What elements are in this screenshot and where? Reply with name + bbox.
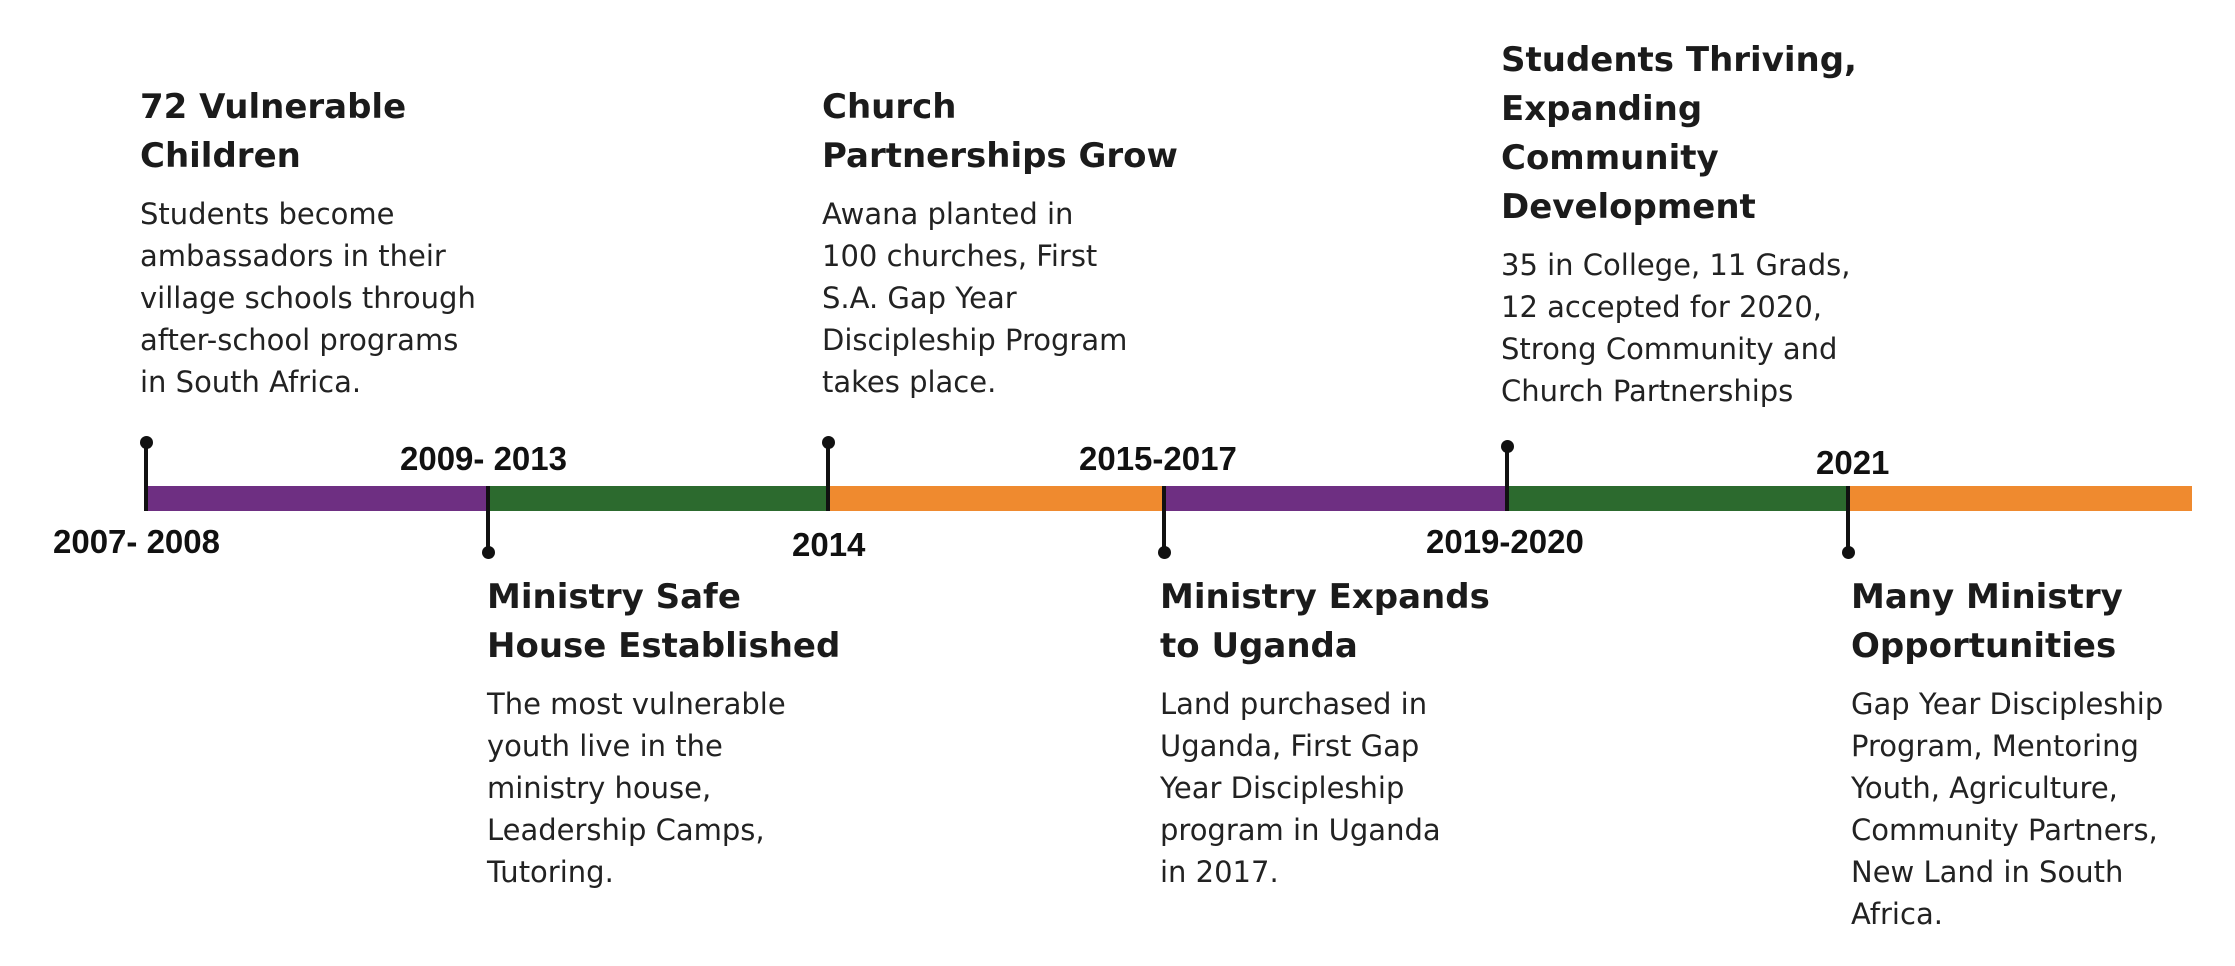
marker-dot-2015 bbox=[1158, 546, 1171, 559]
marker-line-2019 bbox=[1505, 446, 1509, 511]
event-2015: Ministry Expands to Uganda Land purchase… bbox=[1160, 573, 1490, 893]
event-title: Church Partnerships Grow bbox=[822, 87, 1178, 176]
event-title: 72 Vulnerable Children bbox=[140, 87, 407, 176]
event-description: Students become ambassadors in their vil… bbox=[140, 197, 476, 399]
year-label-2009: 2009- 2013 bbox=[400, 440, 567, 477]
timeline-segment-2019 bbox=[1507, 486, 1849, 511]
event-2021: Many Ministry Opportunities Gap Year Dis… bbox=[1851, 573, 2163, 935]
year-label-2015: 2015-2017 bbox=[1079, 440, 1237, 477]
marker-line-2014 bbox=[826, 442, 830, 511]
marker-line-2007 bbox=[144, 442, 148, 511]
marker-line-2009 bbox=[486, 486, 490, 552]
year-label-2019: 2019-2020 bbox=[1426, 523, 1584, 560]
year-label-2014: 2014 bbox=[792, 526, 866, 563]
event-title: Many Ministry Opportunities bbox=[1851, 577, 2123, 666]
marker-dot-2014 bbox=[822, 436, 835, 449]
year-label-2007: 2007- 2008 bbox=[53, 523, 220, 560]
marker-dot-2021 bbox=[1842, 546, 1855, 559]
event-title: Ministry Expands to Uganda bbox=[1160, 577, 1490, 666]
event-description: Land purchased in Uganda, First Gap Year… bbox=[1160, 687, 1441, 889]
marker-line-2015 bbox=[1162, 486, 1166, 552]
marker-dot-2007 bbox=[140, 436, 153, 449]
marker-dot-2019 bbox=[1501, 440, 1514, 453]
timeline-segment-2014 bbox=[828, 486, 1164, 511]
marker-line-2021 bbox=[1846, 486, 1850, 552]
event-2019: Students Thriving, Expanding Community D… bbox=[1501, 36, 1857, 412]
event-title: Ministry Safe House Established bbox=[487, 577, 841, 666]
event-2014: Church Partnerships Grow Awana planted i… bbox=[822, 83, 1178, 403]
marker-dot-2009 bbox=[482, 546, 495, 559]
event-description: Awana planted in 100 churches, First S.A… bbox=[822, 197, 1128, 399]
event-2009: Ministry Safe House Established The most… bbox=[487, 573, 840, 893]
event-description: The most vulnerable youth live in the mi… bbox=[487, 687, 786, 889]
timeline-segment-2015 bbox=[1164, 486, 1507, 511]
event-description: Gap Year Discipleship Program, Mentoring… bbox=[1851, 687, 2164, 931]
event-title: Students Thriving, Expanding Community D… bbox=[1501, 40, 1857, 227]
event-description: 35 in College, 11 Grads, 12 accepted for… bbox=[1501, 248, 1851, 408]
year-label-2021: 2021 bbox=[1816, 444, 1890, 481]
timeline-segment-2009 bbox=[487, 486, 828, 511]
timeline-segment-2007 bbox=[144, 486, 487, 511]
event-2007: 72 Vulnerable Children Students become a… bbox=[140, 83, 476, 403]
timeline-segment-2021 bbox=[1849, 486, 2192, 511]
